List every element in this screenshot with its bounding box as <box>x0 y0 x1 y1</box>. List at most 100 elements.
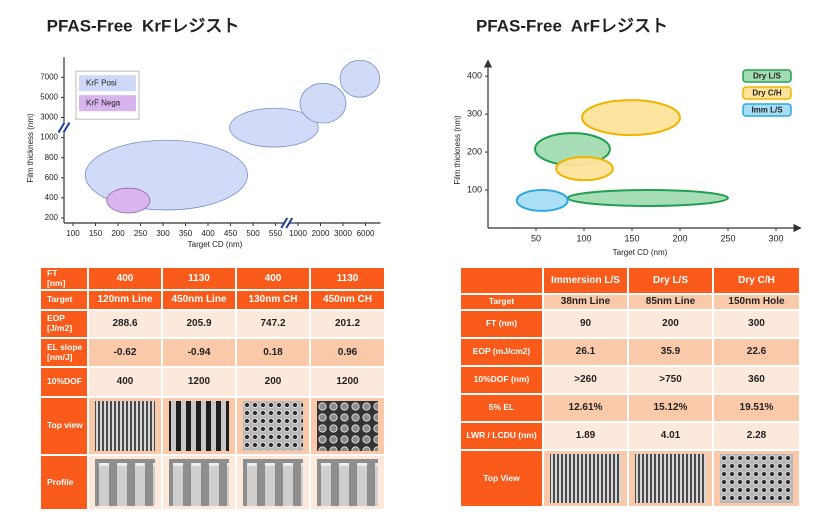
y-axis-label: Film thickness (nm) <box>26 113 35 183</box>
sem-texture <box>317 401 378 451</box>
x-tick-label: 150 <box>89 229 103 238</box>
sem-image-cell <box>88 397 162 455</box>
x-tick-label: 100 <box>66 229 80 238</box>
axis-break-gap <box>281 217 292 229</box>
sem-image <box>317 459 378 506</box>
x-tick-label: 250 <box>720 233 735 243</box>
legend-label: Imm L/S <box>751 106 783 115</box>
sem-image <box>169 401 229 451</box>
x-tick-label: 3000 <box>334 229 352 238</box>
table-header-cell: 130nm CH <box>236 290 310 310</box>
axis-break-gap <box>58 121 70 134</box>
table-cell: 1200 <box>310 367 385 397</box>
sem-image-cell <box>543 450 628 507</box>
table-cell: >260 <box>543 366 628 394</box>
table-cell: >750 <box>628 366 713 394</box>
axis-break <box>285 217 294 229</box>
x-tick-label: 450 <box>224 229 238 238</box>
sem-image <box>720 454 793 503</box>
y-tick-label: 1000 <box>40 133 58 142</box>
sem-texture <box>317 459 378 506</box>
table-header-cell: Dry L/S <box>628 267 713 294</box>
sem-image <box>243 401 303 451</box>
region <box>515 189 569 212</box>
legend-swatch <box>742 69 792 83</box>
sem-image-cell <box>236 455 310 510</box>
table-cell: 205.9 <box>162 310 236 338</box>
table-cell: 0.18 <box>236 338 310 367</box>
sem-image-cell <box>310 397 385 455</box>
table-cell: 288.6 <box>88 310 162 338</box>
sem-texture <box>550 454 621 503</box>
region <box>229 107 319 148</box>
x-tick-label: 200 <box>672 233 687 243</box>
table-cell: 201.2 <box>310 310 385 338</box>
x-axis-label: Target CD (nm) <box>188 240 243 249</box>
sem-texture <box>169 459 229 506</box>
sem-image-cell <box>236 397 310 455</box>
table-cell: 85nm Line <box>628 294 713 310</box>
table-cell: 35.9 <box>628 338 713 366</box>
table-cell: 22.6 <box>713 338 800 366</box>
y-tick-label: 400 <box>45 193 59 202</box>
table-cell: 90 <box>543 310 628 338</box>
y-tick-label: 3000 <box>40 113 58 122</box>
table-header-cell: 400 <box>88 267 162 290</box>
table-header-cell: 120nm Line <box>88 290 162 310</box>
legend-swatch <box>742 103 792 117</box>
x-tick-label: 300 <box>768 233 783 243</box>
x-tick-label: 550 <box>269 229 283 238</box>
sem-image <box>95 401 155 451</box>
table-cell: 200 <box>628 310 713 338</box>
region <box>339 59 381 98</box>
table-cell: FT (nm) <box>460 310 543 338</box>
table-cell: -0.94 <box>162 338 236 367</box>
y-tick-label: 600 <box>45 173 59 182</box>
y-tick-label: 200 <box>45 213 59 222</box>
table-header-cell: 450nm Line <box>162 290 236 310</box>
table-cell: 4.01 <box>628 422 713 450</box>
legend-label: KrF Posi <box>86 78 117 87</box>
y-tick-label: 400 <box>467 71 482 81</box>
sem-image-cell <box>88 455 162 510</box>
x-tick-label: 2000 <box>312 229 330 238</box>
table-header-cell: FT [nm] <box>40 267 88 290</box>
table-cell: 150nm Hole <box>713 294 800 310</box>
table-cell: Target <box>460 294 543 310</box>
y-tick-label: 7000 <box>40 72 58 81</box>
sem-image <box>243 459 303 506</box>
table-cell: -0.62 <box>88 338 162 367</box>
table-cell: EOP [J/m2] <box>40 310 88 338</box>
table-header-cell <box>460 267 543 294</box>
table-cell: 5% EL <box>460 394 543 422</box>
table-cell: Top view <box>40 397 88 455</box>
table-cell: Profile <box>40 455 88 510</box>
sem-image-cell <box>713 450 800 507</box>
table-cell: 0.96 <box>310 338 385 367</box>
table-cell: EL slope [nm/J] <box>40 338 88 367</box>
sem-image-cell <box>162 397 236 455</box>
table-cell: 26.1 <box>543 338 628 366</box>
table-cell: LWR / LCDU (nm) <box>460 422 543 450</box>
y-tick-label: 300 <box>467 109 482 119</box>
y-tick-label: 200 <box>467 146 482 156</box>
x-tick-label: 400 <box>201 229 215 238</box>
table-header-cell: Immersion L/S <box>543 267 628 294</box>
chart-title: PFAS-Free KrFレジスト <box>47 16 240 35</box>
sem-image <box>635 454 706 503</box>
chart-title: PFAS-Free ArFレジスト <box>476 16 668 35</box>
table-cell: 400 <box>88 367 162 397</box>
x-tick-label: 350 <box>179 229 193 238</box>
sem-texture <box>169 401 229 451</box>
sem-image <box>550 454 621 503</box>
table-cell: 747.2 <box>236 310 310 338</box>
sem-image <box>317 401 378 451</box>
sem-image-cell <box>628 450 713 507</box>
table-cell: Top View <box>460 450 543 507</box>
table-cell: 10%DOF (nm) <box>460 366 543 394</box>
sem-texture <box>95 401 155 451</box>
table-cell: 19.51% <box>713 394 800 422</box>
legend-label: Dry C/H <box>752 89 782 98</box>
y-tick-label: 800 <box>45 153 59 162</box>
region <box>106 187 151 214</box>
